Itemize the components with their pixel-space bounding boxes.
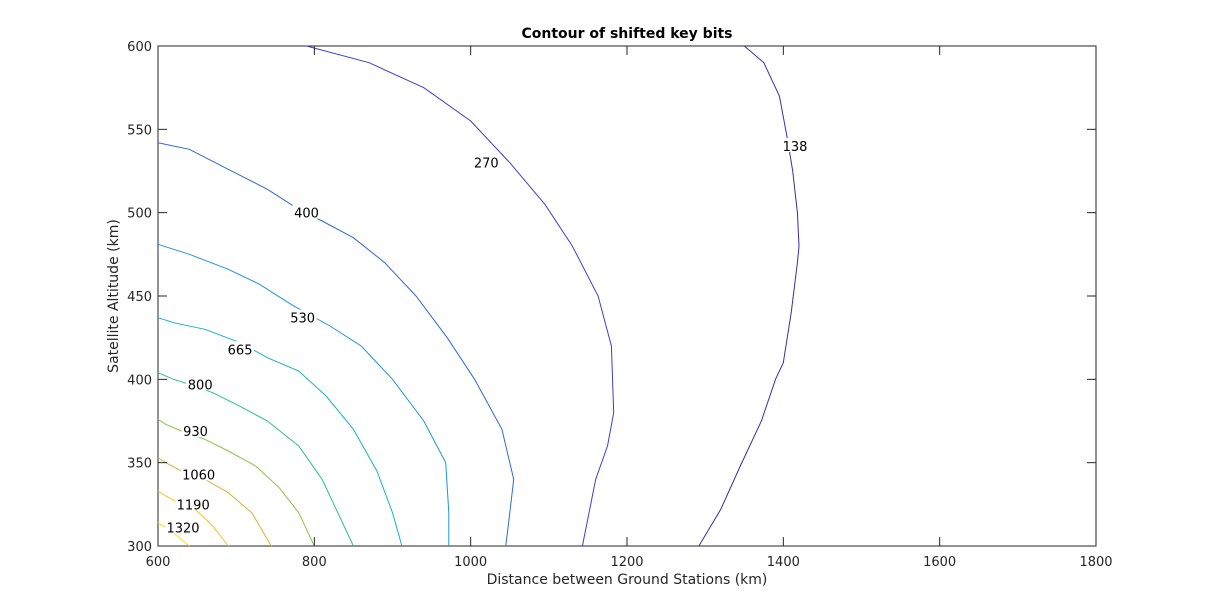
x-tick-label: 1000 xyxy=(454,555,487,570)
x-axis-label: Distance between Ground Stations (km) xyxy=(487,572,768,588)
contour-label-bg xyxy=(226,341,255,356)
contour-label-bg xyxy=(781,138,810,152)
contour-line-270 xyxy=(306,45,615,547)
y-tick-label: 450 xyxy=(127,290,152,305)
contour-line-530 xyxy=(157,243,450,546)
contour-label-930: 930 xyxy=(183,425,208,440)
x-tick-label: 600 xyxy=(146,555,171,570)
y-tick-label: 350 xyxy=(127,457,152,472)
contour-label-bg xyxy=(292,204,321,219)
x-tick-label: 1400 xyxy=(767,555,800,570)
contour-label-bg xyxy=(288,309,317,324)
contour-line-800 xyxy=(157,372,354,547)
contour-label-bg xyxy=(472,154,501,169)
contour-labels: 138 270 400 530 665 800 930 1060 1190 1320 xyxy=(165,138,810,537)
contour-label-270: 270 xyxy=(474,157,499,172)
y-tick-label: 400 xyxy=(127,373,152,388)
y-tick-label: 500 xyxy=(127,207,152,222)
contour-label-1190: 1190 xyxy=(177,498,210,513)
plot-area xyxy=(157,45,1097,547)
chart-title: Contour of shifted key bits xyxy=(521,26,732,42)
x-tick-label: 1600 xyxy=(923,555,956,570)
contour-line-400 xyxy=(157,142,515,547)
y-tick-label: 600 xyxy=(127,40,152,55)
contour-label-1060: 1060 xyxy=(182,468,215,483)
contour-label-800: 800 xyxy=(188,378,213,393)
contour-label-400: 400 xyxy=(294,207,319,222)
contour-label-bg xyxy=(181,423,210,437)
y-axis-ticks: 300 350 400 450 500 550 600 xyxy=(127,40,1096,555)
contour-label-665: 665 xyxy=(228,343,253,358)
x-tick-label: 1800 xyxy=(1079,555,1112,570)
contour-label-bg xyxy=(180,466,217,481)
contour-line-138 xyxy=(698,45,800,547)
contour-lines xyxy=(157,45,800,547)
x-tick-label: 800 xyxy=(302,555,327,570)
y-axis-label: Satellite Altitude (km) xyxy=(106,219,122,373)
contour-label-1320: 1320 xyxy=(166,522,199,537)
contour-line-930 xyxy=(157,418,315,547)
contour-label-138: 138 xyxy=(783,140,808,155)
contour-label-bg xyxy=(175,496,212,511)
y-tick-label: 550 xyxy=(127,123,152,138)
contour-line-665 xyxy=(157,317,403,547)
contour-label-530: 530 xyxy=(290,312,315,327)
y-tick-label: 300 xyxy=(127,540,152,555)
x-tick-label: 1200 xyxy=(610,555,643,570)
x-axis-ticks: 600 800 1000 1200 1400 1600 1800 xyxy=(146,46,1113,570)
contour-label-bg xyxy=(165,519,202,534)
contour-label-bg xyxy=(186,376,215,391)
